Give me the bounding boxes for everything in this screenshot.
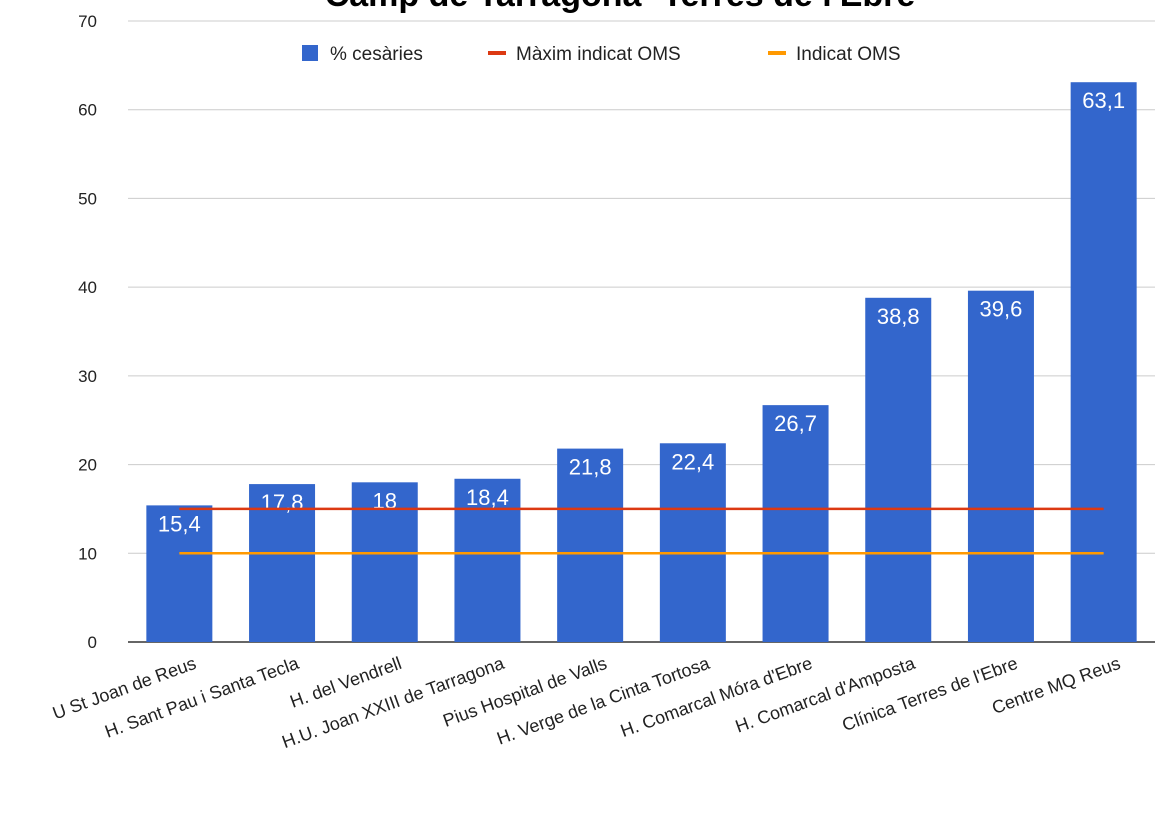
bar xyxy=(967,290,1034,642)
legend-label: Indicat OMS xyxy=(796,44,901,65)
y-tick-label: 10 xyxy=(78,544,97,563)
y-tick-label: 20 xyxy=(78,456,97,475)
x-tick-label: H. Sant Pau i Santa Tecla xyxy=(102,653,302,742)
bar xyxy=(1070,82,1137,642)
data-label: 17,8 xyxy=(261,490,304,515)
bar xyxy=(249,484,316,642)
legend: % cesàries Màxim indicat OMS Indicat OMS xyxy=(302,44,901,65)
bar xyxy=(146,505,213,642)
data-label: 21,8 xyxy=(569,455,612,480)
bars: 15,417,8 18 18,421,8 22,426,738,8 39,663,1 xyxy=(146,82,1137,642)
y-tick-label: 30 xyxy=(78,367,97,386)
y-tick-label: 70 xyxy=(78,12,97,31)
y-tick-label: 0 xyxy=(88,633,97,652)
reference-lines xyxy=(179,507,1104,555)
grid-lines xyxy=(128,20,1155,554)
y-tick-label: 50 xyxy=(78,189,97,208)
data-label: 22,4 xyxy=(671,449,714,474)
data-label: 63,1 xyxy=(1082,88,1125,113)
y-axis: 0 10 20 30 40 50 60 70 xyxy=(78,12,1155,652)
bar xyxy=(557,448,624,642)
bar xyxy=(865,297,932,642)
data-label: 39,6 xyxy=(980,297,1023,322)
x-tick-label: Clínica Terres de l'Ebre xyxy=(839,653,1020,735)
legend-label: % cesàries xyxy=(330,44,423,65)
legend-swatch xyxy=(488,51,506,55)
x-tick-label: H. Comarcal Móra d'Ebre xyxy=(618,653,815,741)
chart-title: Camp de Tarragona- Terres de l'Ebre xyxy=(325,0,916,14)
y-tick-label: 60 xyxy=(78,101,97,120)
legend-swatch xyxy=(302,45,318,61)
bar xyxy=(762,405,829,642)
x-tick-label: H. Comarcal d'Amposta xyxy=(733,653,919,737)
data-label: 38,8 xyxy=(877,304,920,329)
y-tick-label: 40 xyxy=(78,278,97,297)
data-label: 15,4 xyxy=(158,511,201,536)
legend-swatch xyxy=(768,51,786,55)
legend-label: Màxim indicat OMS xyxy=(516,44,681,65)
data-label: 26,7 xyxy=(774,411,817,436)
bar xyxy=(454,478,521,642)
data-label: 18,4 xyxy=(466,485,509,510)
bar xyxy=(659,443,726,642)
